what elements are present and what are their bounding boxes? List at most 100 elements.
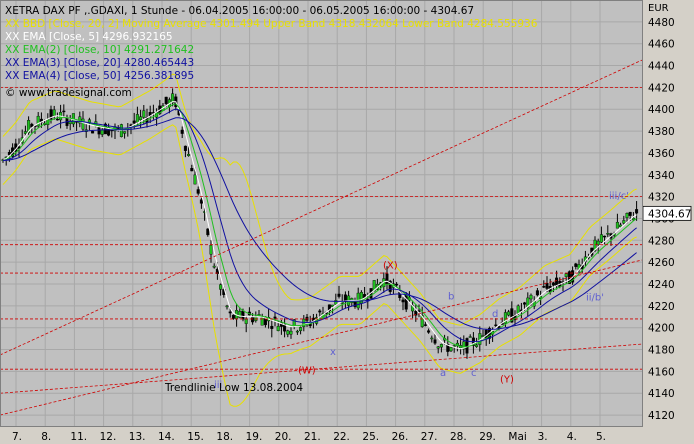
candle-body — [295, 330, 299, 333]
candle-body — [439, 344, 443, 348]
candle-body — [164, 96, 168, 105]
candle-body — [475, 344, 479, 347]
legend-ema20: XX EMA(3) [Close, 20] 4280.465443 — [5, 57, 195, 69]
candle-body — [103, 123, 107, 135]
x-tick-label: 21. — [304, 431, 321, 443]
candle-body — [23, 131, 27, 134]
x-tick-label: 20. — [275, 431, 292, 443]
candle-body — [142, 110, 146, 118]
x-tick-label: 12. — [100, 431, 117, 443]
candle-body — [55, 118, 59, 121]
x-tick-label: 8. — [41, 431, 51, 443]
x-tick-label: 7. — [12, 431, 22, 443]
candle-body — [260, 317, 264, 326]
candle-body — [212, 265, 216, 268]
y-tick-label: 4480 — [648, 17, 675, 29]
candle-body — [270, 325, 274, 329]
y-tick-label: 4240 — [648, 279, 675, 291]
candle-body — [436, 346, 440, 349]
ema50-line — [2, 117, 637, 330]
candle-body — [535, 290, 539, 296]
legend-ema5: XX EMA [Close, 5] 4296.932165 — [5, 31, 173, 43]
candle-body — [423, 324, 427, 326]
trendline-label: Trendlinie Low 13.08.2004 — [164, 382, 303, 394]
candle-body — [529, 294, 533, 300]
candle-body — [190, 168, 194, 172]
candle-body — [183, 145, 187, 151]
candle-body — [139, 116, 143, 121]
x-tick-label: 19. — [246, 431, 263, 443]
candle-body — [302, 318, 306, 327]
y-tick-label: 4140 — [648, 388, 675, 400]
candle-body — [199, 199, 203, 204]
last-price-label: 4304.67 — [648, 208, 691, 220]
wave-label: (X) — [383, 261, 398, 272]
candle-body — [52, 109, 56, 117]
candle-body — [62, 110, 66, 113]
candle-body — [395, 283, 399, 286]
candle-body — [526, 297, 530, 309]
candle-body — [523, 302, 527, 305]
currency-label: EUR — [648, 3, 669, 14]
wave-label: c — [471, 368, 477, 379]
candle-body — [606, 233, 610, 235]
bollinger-upper — [2, 73, 637, 326]
candle-body — [481, 335, 485, 337]
candle-body — [507, 311, 511, 316]
y-tick-label: 4380 — [648, 126, 675, 138]
diagonal-trend-line — [0, 343, 643, 394]
wave-label: iii — [214, 380, 222, 391]
ema10-line — [2, 103, 637, 348]
wave-label: ii/b' — [586, 292, 604, 303]
ema20-line — [2, 108, 637, 343]
candle-body — [225, 305, 229, 308]
candle-body — [187, 154, 191, 156]
candle-body — [337, 293, 341, 297]
candle-body — [539, 296, 543, 300]
y-tick-label: 4220 — [648, 301, 675, 313]
wave-label: iii/c' — [609, 191, 629, 202]
candle-body — [196, 189, 200, 194]
candle-body — [276, 326, 280, 331]
candle-body — [353, 302, 357, 307]
candle-body — [228, 311, 232, 314]
candle-body — [503, 312, 507, 324]
candle-body — [452, 345, 456, 347]
candle-body — [420, 315, 424, 327]
candle-body — [615, 221, 619, 229]
candle-body — [449, 347, 453, 352]
candle-body — [180, 129, 184, 134]
y-tick-label: 4360 — [648, 148, 675, 160]
candle-body — [622, 220, 626, 224]
candle-body — [372, 280, 376, 292]
bollinger-lower — [2, 124, 637, 407]
y-tick-label: 4200 — [648, 323, 675, 335]
candle-body — [542, 286, 546, 288]
x-tick-label: 29. — [479, 431, 496, 443]
wave-label: (Y) — [500, 374, 514, 385]
candle-body — [209, 245, 213, 255]
y-tick-label: 4280 — [648, 235, 675, 247]
candle-body — [49, 109, 53, 120]
candle-body — [625, 213, 629, 218]
candle-body — [251, 317, 255, 323]
candle-body — [468, 336, 472, 338]
candle-body — [244, 318, 248, 324]
candle-body — [516, 305, 520, 314]
diagonal-trend-line — [0, 59, 643, 356]
candle-body — [331, 304, 335, 307]
candle-body — [171, 93, 175, 104]
x-tick-label: 13. — [129, 431, 146, 443]
plot-frame — [0, 0, 643, 427]
candle-body — [206, 228, 210, 236]
y-tick-label: 4260 — [648, 257, 675, 269]
candle-body — [593, 239, 597, 251]
candle-body — [238, 311, 242, 318]
candle-body — [631, 217, 635, 221]
candle-body — [27, 120, 31, 133]
candle-body — [635, 209, 639, 214]
legend-ema10: XX EMA(2) [Close, 10] 4291.271642 — [5, 44, 195, 56]
candle-body — [414, 311, 418, 316]
